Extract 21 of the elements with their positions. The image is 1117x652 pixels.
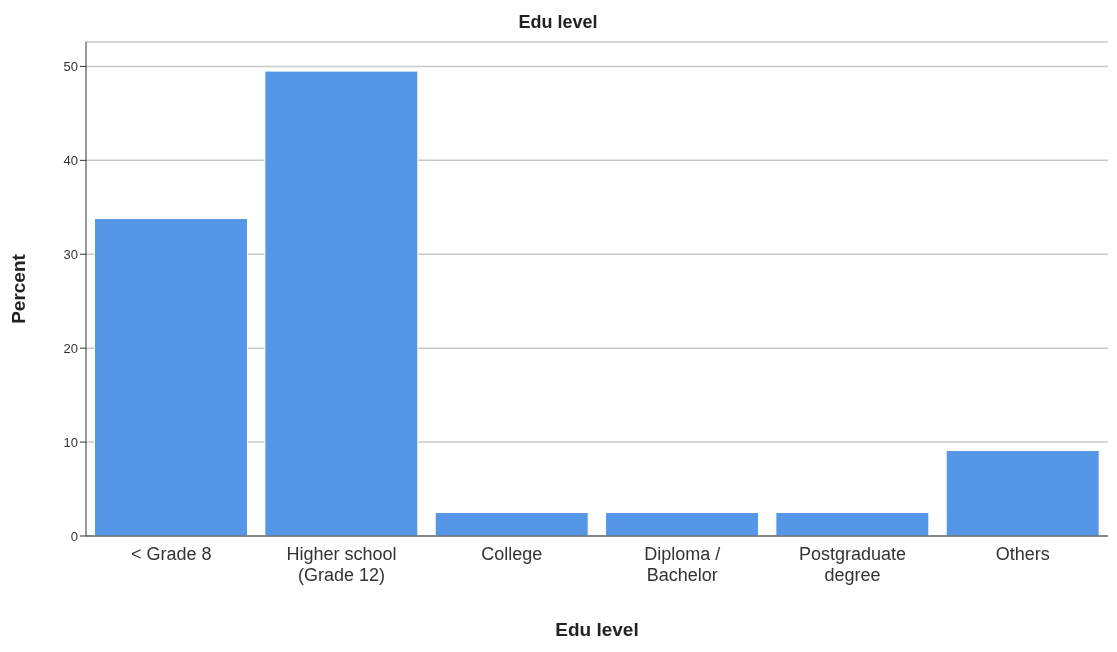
x-tick-label: Diploma / Bachelor bbox=[644, 544, 721, 585]
bar bbox=[775, 512, 930, 536]
bar bbox=[264, 70, 419, 536]
y-tick-label: 0 bbox=[70, 528, 78, 544]
x-tick-label: Postgraduate degree bbox=[798, 544, 907, 585]
x-axis-title: Edu level bbox=[555, 619, 639, 640]
bar bbox=[605, 512, 760, 536]
y-axis-title: Percent bbox=[7, 253, 29, 324]
x-tick-label: College bbox=[481, 544, 543, 564]
bar bbox=[945, 450, 1100, 536]
y-tick-label: 50 bbox=[63, 59, 78, 75]
bar bbox=[434, 512, 589, 536]
chart-title: Edu level bbox=[517, 11, 599, 34]
bar bbox=[94, 218, 249, 536]
y-tick-label: 40 bbox=[63, 152, 78, 168]
y-tick-label: 30 bbox=[63, 246, 78, 262]
y-tick-label: 10 bbox=[63, 434, 78, 450]
y-tick-label: 20 bbox=[63, 340, 78, 356]
x-tick-label: Others bbox=[995, 544, 1050, 564]
x-tick-label: Higher school (Grade 12) bbox=[286, 544, 397, 585]
x-tick-label: < Grade 8 bbox=[130, 544, 212, 564]
